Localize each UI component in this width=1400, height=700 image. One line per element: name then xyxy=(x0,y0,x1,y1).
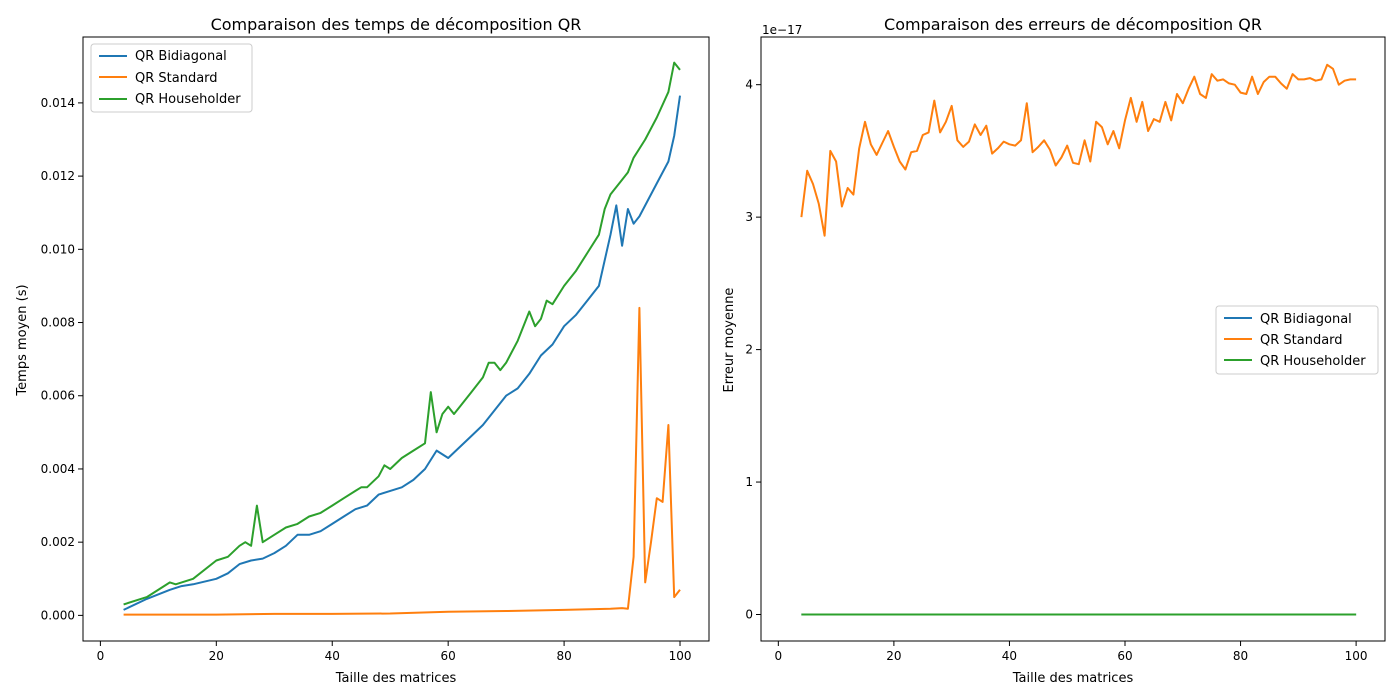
y-tick-label: 1 xyxy=(745,475,753,489)
x-tick-label: 0 xyxy=(775,649,783,663)
x-tick-label: 20 xyxy=(886,649,901,663)
x-tick-label: 60 xyxy=(441,649,456,663)
legend-label-householder: QR Householder xyxy=(135,92,241,107)
x-tick-label: 100 xyxy=(669,649,692,663)
time-chart-legend: QR Bidiagonal QR Standard QR Householder xyxy=(90,43,253,113)
y-tick-label: 0.012 xyxy=(41,169,75,183)
y-tick-label: 0 xyxy=(745,608,753,622)
x-tick-label: 40 xyxy=(1002,649,1017,663)
y-tick-label: 4 xyxy=(745,78,753,92)
y-tick-label: 0.000 xyxy=(41,608,75,622)
legend-label-standard: QR Standard xyxy=(135,71,218,86)
x-tick-label: 100 xyxy=(1345,649,1368,663)
time-chart-ylabel: Temps moyen (s) xyxy=(15,284,30,396)
x-tick-label: 40 xyxy=(325,649,340,663)
series-line-householder xyxy=(123,61,681,606)
y-tick-label: 0.008 xyxy=(41,316,75,330)
y-tick-label: 2 xyxy=(745,343,753,357)
error-chart-frame xyxy=(760,36,1386,642)
y-tick-label: 0.014 xyxy=(41,96,75,110)
error-chart-title: Comparaison des erreurs de décomposition… xyxy=(884,15,1262,34)
error-chart-ylabel: Erreur moyenne xyxy=(722,288,737,393)
y-tick-label: 0.004 xyxy=(41,462,75,476)
x-tick-label: 80 xyxy=(1233,649,1248,663)
error-chart-xlabel: Taille des matrices xyxy=(1012,671,1134,686)
y-tick-label: 0.002 xyxy=(41,535,75,549)
time-chart-lines xyxy=(123,61,681,616)
error-chart: Comparaison des erreurs de décomposition… xyxy=(722,15,1386,686)
error-chart-lines xyxy=(800,63,1357,616)
error-chart-ticks: 0 20 40 60 80 100 0 1 2 3 4 xyxy=(745,78,1367,663)
time-chart-ticks: 0 20 40 60 80 100 0.000 0.002 0.004 0.006 0.008 0.0… xyxy=(41,96,692,663)
series-line-standard xyxy=(800,63,1357,237)
error-chart-legend-box xyxy=(1215,305,1379,375)
time-chart-title: Comparaison des temps de décomposition Q… xyxy=(211,15,582,34)
legend-label-bidiagonal: QR Bidiagonal xyxy=(135,49,227,64)
time-chart: Comparaison des temps de décomposition Q… xyxy=(15,15,710,686)
time-chart-frame xyxy=(82,36,710,642)
time-chart-xlabel: Taille des matrices xyxy=(335,671,457,686)
series-line-bidiagonal xyxy=(123,95,681,611)
x-tick-label: 0 xyxy=(97,649,105,663)
legend-label-householder: QR Householder xyxy=(1260,354,1366,369)
time-chart-legend-box xyxy=(90,43,253,113)
error-chart-legend: QR Bidiagonal QR Standard QR Householder xyxy=(1215,305,1379,375)
legend-label-standard: QR Standard xyxy=(1260,333,1343,348)
series-line-standard xyxy=(123,306,681,616)
error-chart-offset-label: 1e−17 xyxy=(762,23,802,37)
x-tick-label: 60 xyxy=(1117,649,1132,663)
y-tick-label: 3 xyxy=(745,210,753,224)
y-tick-label: 0.006 xyxy=(41,389,75,403)
x-tick-label: 80 xyxy=(556,649,571,663)
legend-label-bidiagonal: QR Bidiagonal xyxy=(1260,312,1352,327)
y-tick-label: 0.010 xyxy=(41,242,75,256)
x-tick-label: 20 xyxy=(209,649,224,663)
